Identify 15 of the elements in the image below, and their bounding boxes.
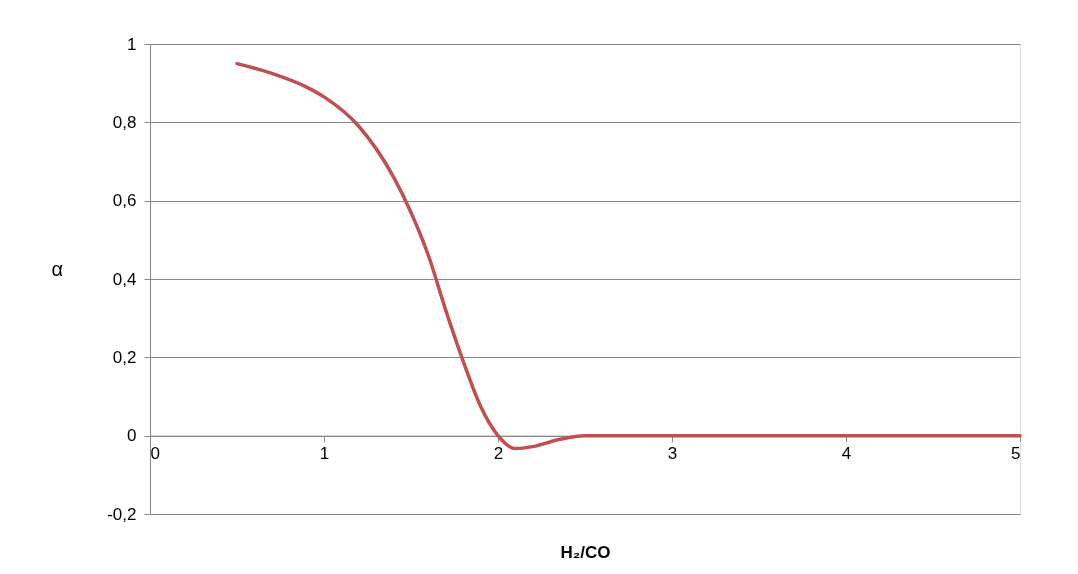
x-tick-label: 4 — [841, 444, 852, 464]
x-tick-label: 0 — [150, 444, 160, 464]
x-tick-label: 3 — [667, 444, 678, 464]
x-tick-label: 2 — [493, 444, 504, 464]
y-tick-label: 0,8 — [112, 112, 137, 132]
y-tick-label: 0,6 — [112, 191, 137, 211]
y-tick-label: -0,2 — [107, 504, 137, 524]
y-tick-label: 0,4 — [112, 269, 137, 289]
y-tick-label: 1 — [127, 34, 137, 54]
x-tick-label: 1 — [319, 444, 330, 464]
y-axis-title: α — [51, 257, 63, 280]
y-tick-label: 0 — [127, 426, 137, 446]
x-axis-title: H₂/CO — [560, 542, 611, 562]
x-tick-label: 5 — [1011, 444, 1021, 464]
y-tick-label: 0,2 — [112, 347, 137, 367]
